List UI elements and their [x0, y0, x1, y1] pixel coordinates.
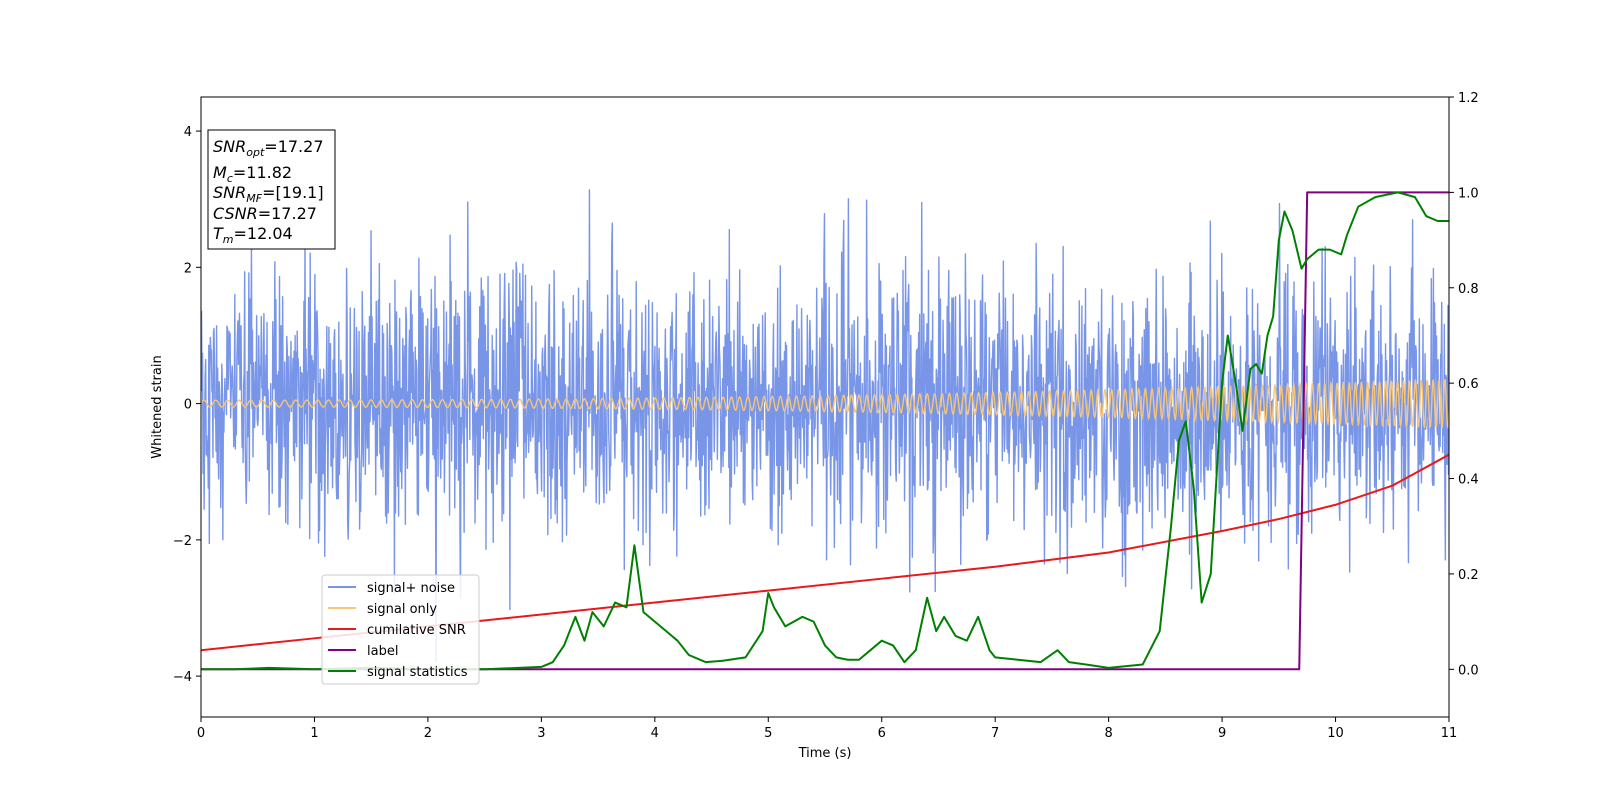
x-tick-label: 9 [1218, 726, 1226, 741]
legend-label-signal-only: signal only [367, 602, 437, 617]
annotation-line-snr-opt: SNRopt=17.27 [213, 137, 324, 159]
annotation-line-snr-mf: SNRMF=[19.1] [213, 183, 324, 205]
y2-tick-label: 0.0 [1458, 663, 1479, 678]
y-tick-label: 4 [184, 125, 192, 140]
series-signal-statistics [201, 191, 1449, 671]
legend-label-label: label [367, 644, 398, 659]
annotation-box: SNRopt=17.27 Mc=11.82 SNRMF=[19.1] CSNR=… [207, 129, 336, 250]
x-tick-label: 3 [537, 726, 545, 741]
annotation-frame [207, 129, 336, 250]
axes-frame [200, 96, 1450, 718]
x-tick-label: 6 [878, 726, 886, 741]
legend-label-signal-noise: signal+ noise [367, 581, 455, 596]
y-axis-label: Whitened strain [150, 355, 165, 458]
x-tick-label: 10 [1327, 726, 1344, 741]
x-tick-label: 2 [424, 726, 432, 741]
y-tick-label: −4 [173, 670, 192, 685]
ticks: 0 1 2 3 4 5 6 7 8 9 10 11 −4 −2 0 2 4 0.0 0.2 0.4 0.6 0.8 1.0 1… [173, 91, 1479, 741]
y2-tick-label: 0.6 [1458, 377, 1479, 392]
x-tick-label: 4 [651, 726, 659, 741]
legend-frame [321, 574, 480, 685]
x-tick-label: 0 [197, 726, 205, 741]
annotation-line-csnr: CSNR=17.27 [213, 204, 317, 223]
legend-label-cumulative-snr: cumilative SNR [367, 623, 466, 638]
x-axis-label: Time (s) [798, 746, 852, 761]
legend: signal+ noise signal only cumilative SNR… [321, 574, 480, 685]
x-tick-label: 5 [764, 726, 772, 741]
y-tick-label: 2 [184, 261, 192, 276]
series-label [201, 191, 1449, 671]
y2-tick-label: 1.0 [1458, 186, 1479, 201]
y2-tick-label: 0.4 [1458, 473, 1479, 488]
legend-label-signal-statistics: signal statistics [367, 665, 468, 680]
y2-tick-label: 1.2 [1458, 91, 1479, 106]
annotation-line-tm: Tm=12.04 [213, 224, 293, 246]
y2-tick-label: 0.2 [1458, 568, 1479, 583]
x-tick-label: 8 [1104, 726, 1112, 741]
x-tick-label: 7 [991, 726, 999, 741]
x-tick-label: 11 [1441, 726, 1458, 741]
y2-tick-label: 0.8 [1458, 282, 1479, 297]
y-tick-label: 0 [184, 398, 192, 413]
annotation-line-mc: Mc=11.82 [213, 163, 292, 185]
y-tick-label: −2 [173, 534, 192, 549]
x-tick-label: 1 [310, 726, 318, 741]
